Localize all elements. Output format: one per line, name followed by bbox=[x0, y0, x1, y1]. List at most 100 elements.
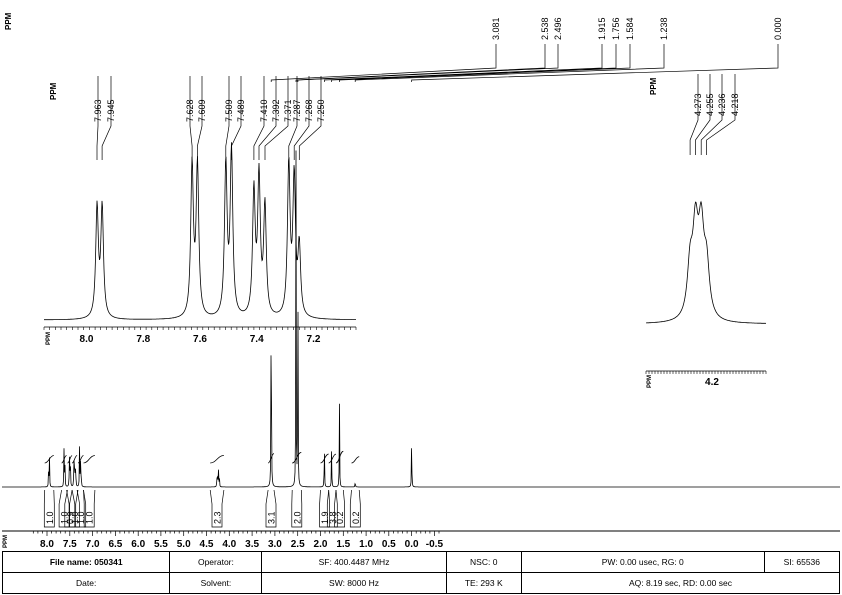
integral-curve bbox=[71, 455, 78, 464]
inset-ch2-tick-label: 4.2 bbox=[705, 377, 719, 388]
ppm-label-main: PPM bbox=[4, 12, 13, 30]
param-operator: Operator: bbox=[169, 551, 263, 573]
x-tick-label: 1.0 bbox=[359, 539, 373, 550]
x-tick-label: 8.0 bbox=[40, 539, 54, 550]
peak-leader bbox=[354, 44, 665, 82]
integral-curve bbox=[328, 453, 337, 464]
integral-curve bbox=[351, 456, 360, 464]
peak-label: 1.584 bbox=[625, 17, 635, 40]
param-date: Date: bbox=[1, 572, 171, 594]
inset-aromatic-tick-label: 8.0 bbox=[80, 334, 94, 345]
integral-curve bbox=[83, 455, 95, 464]
param-te: TE: 293 K bbox=[445, 572, 522, 594]
inset-aromatic-leader bbox=[258, 76, 277, 160]
inset-aromatic-tick-label: 7.4 bbox=[250, 334, 264, 345]
inset-aromatic-leader bbox=[253, 76, 265, 160]
x-tick-label: 4.5 bbox=[200, 539, 214, 550]
ppm-label-aromatic-inset: PPM bbox=[49, 82, 58, 100]
inset-ch2-leader bbox=[700, 74, 723, 155]
param-pw: PW: 0.00 usec, RG: 0 bbox=[520, 551, 765, 573]
integral-value: 2.3 bbox=[213, 511, 223, 524]
x-tick-label: 5.5 bbox=[154, 539, 168, 550]
inset-aromatic-tick-label: 7.2 bbox=[307, 334, 321, 345]
x-tick-label: 3.0 bbox=[268, 539, 282, 550]
integral-curve bbox=[320, 453, 329, 464]
x-tick-label: 3.5 bbox=[245, 539, 259, 550]
inset-aromatic-leader bbox=[231, 76, 242, 160]
ppm-label-inset2-axis: PPM bbox=[647, 375, 653, 388]
x-tick-label: 2.0 bbox=[314, 539, 328, 550]
integral-bracket bbox=[209, 489, 225, 528]
inset-aromatic-trace bbox=[44, 142, 356, 321]
inset-aromatic-leader bbox=[288, 76, 298, 160]
x-tick-label: 6.0 bbox=[131, 539, 145, 550]
inset-ch2-leader bbox=[706, 74, 736, 155]
spectrum-trace bbox=[2, 150, 840, 488]
peak-leader bbox=[297, 44, 559, 82]
integral-bracket bbox=[75, 489, 87, 528]
integral-curve bbox=[267, 453, 275, 464]
inset-aromatic-leader bbox=[298, 76, 322, 160]
integral-bracket bbox=[326, 489, 338, 528]
inset-ch2-trace bbox=[646, 200, 767, 324]
integral-value: 1.0 bbox=[76, 511, 86, 524]
integral-value: 0.2 bbox=[335, 511, 345, 524]
x-tick-label: 5.0 bbox=[177, 539, 191, 550]
integral-bracket bbox=[69, 489, 80, 528]
integral-curve bbox=[335, 450, 344, 464]
integral-curve bbox=[292, 451, 302, 464]
x-tick-label: 0.0 bbox=[405, 539, 419, 550]
integral-curve bbox=[67, 455, 73, 464]
peak-label: 2.496 bbox=[553, 17, 563, 40]
acquisition-parameters-table: File name: 050341 Operator: SF: 400.4487… bbox=[1, 551, 841, 594]
param-file-name: File name: 050341 bbox=[1, 551, 171, 573]
inset-aromatic-leader bbox=[264, 76, 289, 160]
x-tick-label: 6.5 bbox=[108, 539, 122, 550]
param-nsc: NSC: 0 bbox=[445, 551, 522, 573]
integral-value: 2.0 bbox=[292, 511, 302, 524]
integral-value: 1.0 bbox=[85, 511, 95, 524]
x-tick-label: 4.0 bbox=[222, 539, 236, 550]
x-tick-label: 7.0 bbox=[86, 539, 100, 550]
inset-ch2-leader bbox=[695, 74, 711, 155]
integral-curve bbox=[77, 455, 84, 464]
ppm-label-inset-axis: PPM bbox=[46, 332, 52, 345]
peak-leader bbox=[324, 44, 603, 82]
inset-aromatic-tick-label: 7.8 bbox=[136, 334, 150, 345]
param-sw: SW: 8000 Hz bbox=[261, 572, 447, 594]
integral-curve bbox=[210, 455, 224, 464]
integral-value: 3.1 bbox=[267, 511, 277, 524]
integral-bracket bbox=[265, 489, 277, 528]
integral-bracket bbox=[291, 489, 303, 528]
integral-value: 0.9 bbox=[65, 511, 75, 524]
integral-bracket bbox=[58, 489, 70, 528]
inset-ch2-leader bbox=[689, 74, 699, 155]
integral-value: 1.9 bbox=[320, 511, 330, 524]
param-solvent: Solvent: bbox=[169, 572, 263, 594]
integral-bracket bbox=[43, 489, 55, 528]
ppm-label-ch2-inset: PPM bbox=[649, 77, 658, 95]
param-si: SI: 65536 bbox=[763, 551, 841, 573]
integral-bracket bbox=[349, 489, 361, 528]
param-aq: AQ: 8.19 sec, RD: 0.00 sec bbox=[520, 572, 841, 594]
integral-value: 1.0 bbox=[45, 511, 55, 524]
x-tick-label: -0.5 bbox=[426, 539, 444, 550]
integral-value: 1.0 bbox=[70, 511, 80, 524]
inset-aromatic-leader bbox=[225, 76, 230, 160]
inset-aromatic-leader bbox=[101, 76, 112, 160]
ppm-label-axis: PPM bbox=[3, 535, 9, 548]
peak-leader bbox=[339, 44, 631, 82]
inset-aromatic-leader bbox=[293, 76, 310, 160]
inset-aromatic-leader bbox=[96, 76, 99, 160]
peak-label: 1.915 bbox=[597, 17, 607, 40]
inset-aromatic-leader bbox=[189, 76, 193, 160]
peak-label: 1.238 bbox=[659, 17, 669, 40]
x-tick-label: 0.5 bbox=[382, 539, 396, 550]
integral-curve bbox=[44, 455, 54, 464]
peak-label: 0.000 bbox=[773, 17, 783, 40]
spectrum-layer: 1.0 1.00.91.01.01.0 2.3 3.1 2.0 1.93.80.2 0.28… bbox=[2, 17, 840, 550]
x-tick-label: 1.5 bbox=[336, 539, 350, 550]
param-sf: SF: 400.4487 MHz bbox=[261, 551, 447, 573]
peak-label: 1.756 bbox=[611, 17, 621, 40]
